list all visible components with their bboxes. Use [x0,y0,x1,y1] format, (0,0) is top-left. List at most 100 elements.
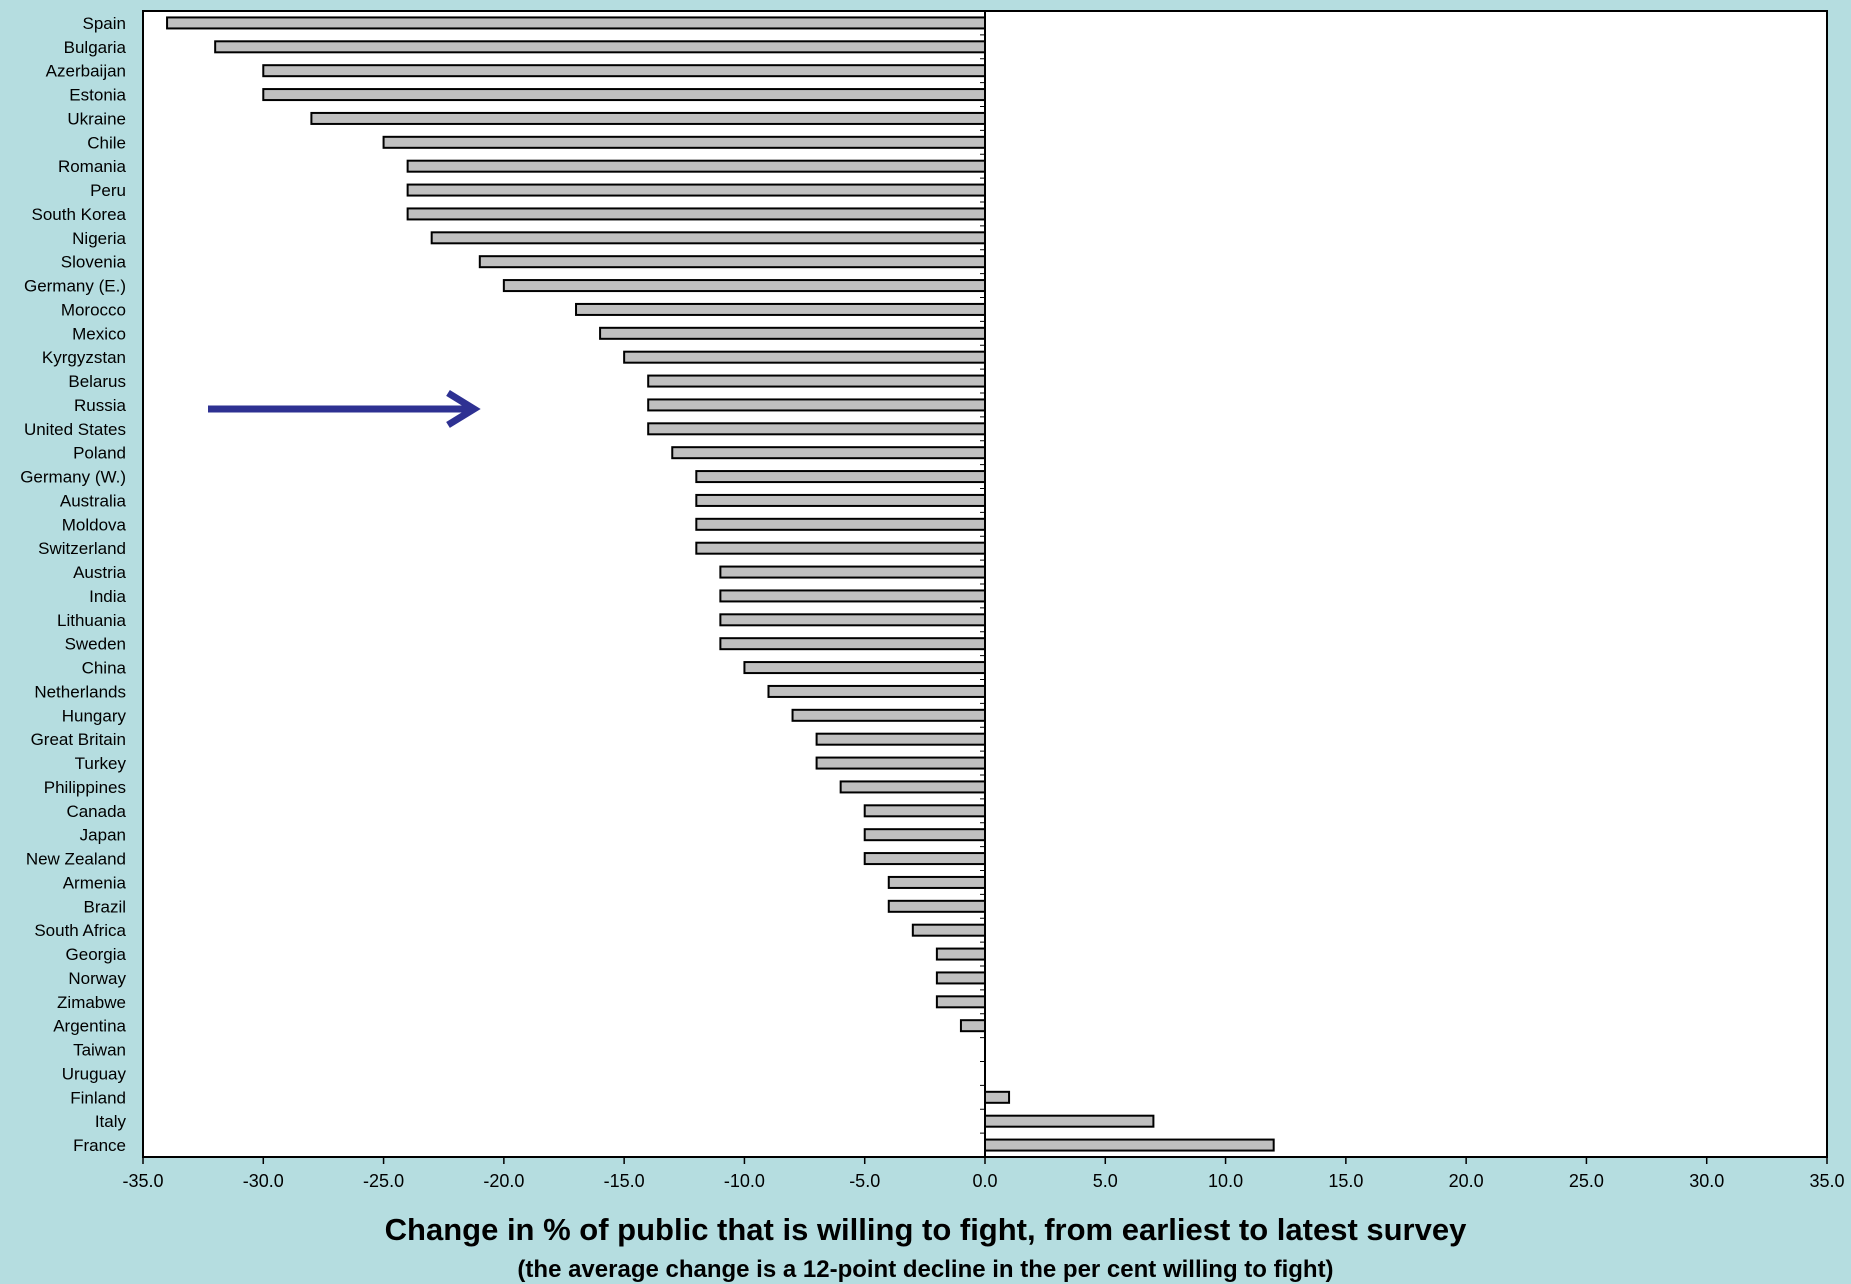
bar [719,637,986,651]
x-axis-labels: -35.0 -30.0 -25.0 -20.0 -15.0 -10.0 -5.0 0.0 5.0… [122,1171,1844,1191]
x-tick-label: 30.0 [1689,1171,1724,1191]
bar [935,947,987,961]
y-tick-label: Great Britain [31,730,126,749]
bar [984,1090,1011,1104]
x-tick-label: -30.0 [243,1171,284,1191]
y-tick-label: Germany (E.) [24,277,126,296]
bar [310,111,986,125]
bar [695,470,986,484]
bar [406,183,986,197]
y-tick-label: South Korea [31,205,126,224]
y-tick-label: Finland [70,1088,126,1107]
y-tick-label: Argentina [53,1017,126,1036]
y-tick-label: Germany (W.) [20,468,126,487]
y-tick-label: Austria [73,563,126,582]
x-tick-label: -20.0 [483,1171,524,1191]
x-tick-label: 25.0 [1569,1171,1604,1191]
bar [406,207,986,221]
y-tick-label: China [82,659,127,678]
x-tick-label: -35.0 [122,1171,163,1191]
y-tick-label: Morocco [61,300,126,319]
x-tick-label: 20.0 [1449,1171,1484,1191]
bar [406,159,986,173]
bar [815,756,986,770]
arrow-head [446,389,481,428]
bar [719,589,986,603]
bar [887,875,986,889]
bar [262,64,986,78]
bar [623,350,987,364]
chart-subtitle: (the average change is a 12-point declin… [517,1256,1334,1283]
y-axis-labels: Spain Bulgaria Azerbaijan Estonia Ukraine Chi… [20,14,126,1155]
y-tick-label: Azerbaijan [46,62,126,81]
x-tick-label: 10.0 [1208,1171,1243,1191]
bar [719,565,986,579]
bar [695,541,986,555]
y-tick-label: Australia [60,491,127,510]
y-tick-label: Mexico [72,324,126,343]
x-tick-label: -25.0 [363,1171,404,1191]
bar [671,446,986,460]
bar [695,493,986,507]
y-tick-label: Philippines [44,778,126,797]
y-tick-label: Spain [83,14,126,33]
y-tick-label: Romania [58,157,127,176]
y-tick-label: Canada [66,802,126,821]
bar [166,16,987,30]
y-tick-label: United States [24,420,126,439]
y-tick-label: Estonia [69,86,126,105]
arrow-annotation [208,389,481,428]
y-tick-label: Switzerland [38,539,126,558]
y-tick-label: Georgia [66,945,127,964]
bar [478,255,986,269]
bar [935,971,987,985]
y-tick-label: Sweden [65,635,126,654]
x-tick-label: -5.0 [849,1171,880,1191]
y-tick-label: Russia [74,396,127,415]
x-tick-label: -10.0 [724,1171,765,1191]
x-tick-label: -15.0 [604,1171,645,1191]
bar [502,279,986,293]
chart-title: Change in % of public that is willing to… [384,1212,1467,1247]
y-axis-ticks [980,10,985,1158]
y-tick-label: Peru [90,181,126,200]
y-tick-label: Turkey [75,754,127,773]
y-tick-label: South Africa [34,921,126,940]
y-tick-label: Brazil [83,897,126,916]
y-tick-label: New Zealand [26,850,126,869]
bar [719,613,986,627]
y-tick-label: Japan [80,826,126,845]
bar [887,899,986,913]
bar [767,684,986,698]
y-tick-label: Netherlands [34,682,126,701]
bar [815,732,986,746]
y-tick-label: Lithuania [57,611,127,630]
bar [791,708,986,722]
bar [743,661,987,675]
bar [863,804,987,818]
bars-group [166,16,1275,1152]
y-tick-label: Kyrgyzstan [42,348,126,367]
y-tick-label: Ukraine [67,109,126,128]
bar [647,422,986,436]
bar [695,517,986,531]
y-tick-label: Poland [73,444,126,463]
y-tick-label: India [89,587,126,606]
bar [959,1019,987,1033]
y-tick-label: Taiwan [73,1041,126,1060]
y-tick-label: Armenia [63,873,127,892]
y-tick-label: France [73,1136,126,1155]
bar [839,780,987,794]
bar [935,995,987,1009]
bar [863,828,987,842]
y-tick-label: Belarus [68,372,126,391]
y-tick-label: Norway [68,969,126,988]
bar [911,923,986,937]
y-tick-label: Moldova [62,515,127,534]
y-tick-label: Chile [87,133,126,152]
y-tick-label: Nigeria [72,229,126,248]
x-tick-label: 0.0 [972,1171,997,1191]
y-tick-label: Uruguay [62,1064,127,1083]
bar [382,135,987,149]
y-tick-label: Slovenia [61,253,127,272]
